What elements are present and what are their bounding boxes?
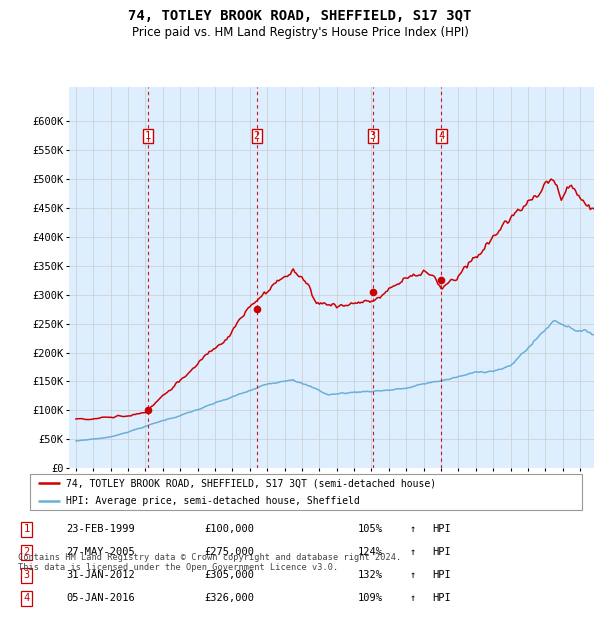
Text: ↑: ↑ <box>409 525 415 534</box>
Text: This data is licensed under the Open Government Licence v3.0.: This data is licensed under the Open Gov… <box>18 563 338 572</box>
Text: 105%: 105% <box>358 525 383 534</box>
Text: 05-JAN-2016: 05-JAN-2016 <box>67 593 136 603</box>
Text: ↑: ↑ <box>409 593 415 603</box>
Text: 4: 4 <box>438 131 445 141</box>
Text: ↑: ↑ <box>409 547 415 557</box>
Text: HPI: HPI <box>433 570 451 580</box>
Text: HPI: HPI <box>433 593 451 603</box>
Text: 132%: 132% <box>358 570 383 580</box>
Text: 1: 1 <box>23 525 29 534</box>
Text: 3: 3 <box>370 131 376 141</box>
Text: 109%: 109% <box>358 593 383 603</box>
Text: 74, TOTLEY BROOK ROAD, SHEFFIELD, S17 3QT: 74, TOTLEY BROOK ROAD, SHEFFIELD, S17 3Q… <box>128 9 472 24</box>
Text: £275,000: £275,000 <box>204 547 254 557</box>
FancyBboxPatch shape <box>30 474 582 510</box>
Text: 3: 3 <box>23 570 29 580</box>
Text: HPI: HPI <box>433 547 451 557</box>
Text: 1: 1 <box>145 131 151 141</box>
Text: Price paid vs. HM Land Registry's House Price Index (HPI): Price paid vs. HM Land Registry's House … <box>131 26 469 39</box>
Text: £305,000: £305,000 <box>204 570 254 580</box>
Text: £100,000: £100,000 <box>204 525 254 534</box>
Text: HPI: HPI <box>433 525 451 534</box>
Text: £326,000: £326,000 <box>204 593 254 603</box>
Text: 2: 2 <box>254 131 260 141</box>
Text: ↑: ↑ <box>409 570 415 580</box>
Text: 74, TOTLEY BROOK ROAD, SHEFFIELD, S17 3QT (semi-detached house): 74, TOTLEY BROOK ROAD, SHEFFIELD, S17 3Q… <box>66 479 436 489</box>
Text: 124%: 124% <box>358 547 383 557</box>
Text: 23-FEB-1999: 23-FEB-1999 <box>67 525 136 534</box>
Text: 27-MAY-2005: 27-MAY-2005 <box>67 547 136 557</box>
Text: 4: 4 <box>23 593 29 603</box>
Text: Contains HM Land Registry data © Crown copyright and database right 2024.: Contains HM Land Registry data © Crown c… <box>18 553 401 562</box>
Text: 2: 2 <box>23 547 29 557</box>
Text: HPI: Average price, semi-detached house, Sheffield: HPI: Average price, semi-detached house,… <box>66 496 359 506</box>
Text: 31-JAN-2012: 31-JAN-2012 <box>67 570 136 580</box>
